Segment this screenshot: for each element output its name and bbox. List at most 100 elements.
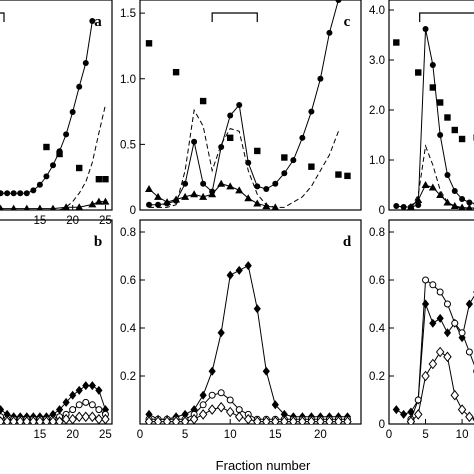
- marker-open-diamond-b: [81, 411, 91, 423]
- marker-filled-circle-a: [76, 83, 83, 90]
- marker-open-diamond-d: [307, 416, 316, 424]
- marker-open-diamond-d: [325, 416, 334, 424]
- marker-filled-square-e: [451, 126, 458, 134]
- panel-b: 15 20 25 b: [0, 219, 113, 441]
- marker-filled-circle-c: [146, 201, 153, 208]
- marker-open-diamond-d: [180, 416, 190, 424]
- marker-open-diamond-d: [225, 406, 235, 418]
- marker-filled-diamond-f: [392, 405, 400, 415]
- marker-open-diamond-b: [0, 416, 5, 424]
- series-line-f: [396, 295, 474, 415]
- marker-open-circle-b: [88, 401, 96, 409]
- x-axis-title: Fraction number: [215, 458, 311, 473]
- marker-open-diamond-d: [153, 416, 163, 424]
- y-tick-label-d: 0.4: [120, 323, 137, 335]
- marker-filled-circle-e: [466, 199, 473, 206]
- marker-filled-triangle-a: [0, 204, 4, 210]
- marker-filled-diamond-b: [55, 405, 64, 415]
- marker-filled-triangle-c: [253, 199, 262, 207]
- marker-filled-diamond-d: [253, 304, 261, 314]
- marker-filled-square-e: [458, 135, 466, 143]
- marker-open-diamond-b: [48, 416, 58, 424]
- marker-filled-diamond-d: [217, 328, 225, 338]
- y-tick-label-d: 0.8: [120, 227, 136, 239]
- panel-label-d: d: [343, 234, 352, 250]
- series-line-c: [149, 108, 339, 208]
- marker-filled-triangle-a: [75, 203, 84, 210]
- marker-filled-circle-c: [200, 180, 207, 187]
- marker-filled-triangle-c: [145, 185, 154, 192]
- marker-filled-square-c: [227, 134, 234, 142]
- marker-filled-triangle-e: [450, 202, 459, 209]
- marker-filled-circle-e: [415, 202, 422, 208]
- marker-filled-circle-c: [263, 186, 270, 192]
- marker-filled-diamond-b: [0, 405, 5, 415]
- marker-open-circle-f: [429, 281, 437, 289]
- marker-open-diamond-d: [343, 416, 352, 424]
- marker-filled-circle-c: [182, 180, 189, 187]
- y-tick-label-e: 2.0: [369, 105, 385, 117]
- marker-open-diamond-f: [421, 370, 430, 382]
- marker-filled-circle-a: [89, 18, 96, 24]
- marker-filled-diamond-b: [82, 381, 90, 391]
- marker-filled-circle-a: [63, 131, 70, 138]
- marker-filled-circle-c: [281, 170, 288, 177]
- series-line-e: [396, 28, 474, 208]
- series-line-a: [0, 201, 106, 210]
- marker-open-diamond-d: [144, 416, 154, 424]
- marker-filled-diamond-b: [95, 385, 103, 395]
- panel-label-a: a: [94, 14, 102, 30]
- marker-filled-triangle-a: [23, 204, 30, 210]
- marker-filled-triangle-c: [244, 194, 253, 202]
- x-tick-label-f: 5: [422, 429, 428, 441]
- panel-frame-b: [0, 219, 113, 425]
- marker-filled-circle-c: [335, 0, 342, 3]
- x-tick-label-a: 15: [33, 215, 46, 227]
- x-tick-label-b: 25: [99, 429, 112, 441]
- marker-filled-triangle-c: [172, 195, 181, 203]
- marker-filled-circle-e: [451, 188, 458, 194]
- marker-filled-circle-c: [191, 138, 198, 145]
- marker-open-diamond-f: [428, 358, 438, 370]
- y-tick-label-f: 0.2: [369, 371, 385, 383]
- marker-open-diamond-b: [74, 411, 84, 423]
- y-tick-label-e: 4.0: [369, 5, 385, 17]
- marker-filled-circle-e: [422, 26, 429, 32]
- pooled-fraction-bracket: [211, 12, 258, 22]
- marker-filled-diamond-d: [244, 261, 252, 271]
- marker-filled-square-c: [254, 147, 261, 155]
- marker-filled-circle-e: [429, 62, 436, 68]
- marker-open-diamond-f: [435, 346, 445, 358]
- marker-open-diamond-f: [406, 416, 416, 424]
- marker-filled-square-a: [95, 176, 103, 183]
- panel-label-b: b: [94, 234, 102, 250]
- marker-open-diamond-b: [55, 416, 64, 424]
- marker-filled-diamond-f: [436, 313, 444, 323]
- marker-filled-triangle-c: [181, 192, 190, 200]
- marker-open-circle-f: [465, 348, 473, 356]
- marker-filled-circle-c: [326, 29, 333, 36]
- marker-filled-circle-a: [82, 60, 89, 66]
- marker-open-diamond-d: [289, 416, 298, 424]
- marker-filled-triangle-c: [271, 203, 280, 210]
- series-line-e: [410, 144, 474, 209]
- marker-filled-circle-a: [4, 190, 11, 197]
- y-tick-label-f: 0: [379, 419, 385, 431]
- marker-open-diamond-b: [35, 416, 45, 424]
- y-tick-label-e: 3.0: [369, 55, 385, 67]
- marker-open-circle-f: [443, 300, 451, 308]
- marker-open-diamond-f: [457, 404, 467, 415]
- marker-filled-square-e: [436, 99, 444, 106]
- series-line-a: [59, 104, 106, 210]
- marker-open-diamond-b: [88, 411, 97, 423]
- marker-filled-diamond-f: [465, 299, 473, 309]
- marker-filled-triangle-c: [154, 192, 163, 200]
- marker-filled-circle-e: [459, 196, 466, 202]
- panel-f: 0 5 10 0 0.2 0.4 0.6 0.8: [369, 219, 474, 441]
- y-tick-label-d: 0.2: [120, 371, 136, 383]
- pooled-fraction-bracket: [0, 12, 5, 22]
- marker-filled-square-c: [335, 171, 342, 178]
- marker-filled-triangle-a: [101, 197, 110, 205]
- marker-open-circle-f: [451, 319, 459, 327]
